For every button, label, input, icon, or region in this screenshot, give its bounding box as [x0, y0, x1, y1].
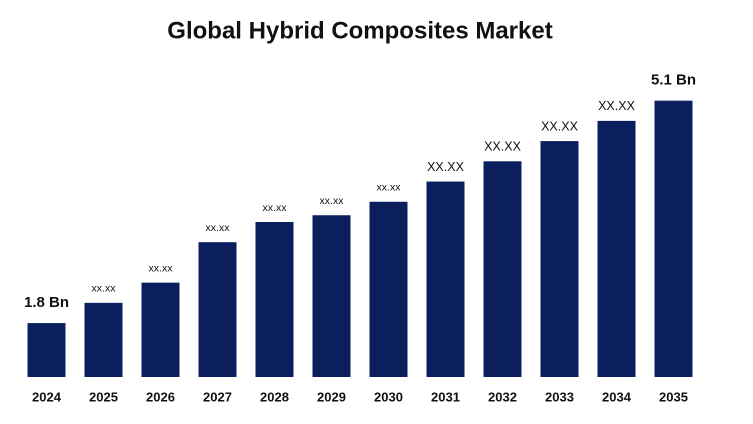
bar — [369, 201, 408, 377]
value-label: XX.XX — [541, 119, 578, 133]
chart-title: Global Hybrid Composites Market — [167, 17, 552, 44]
value-label: 1.8 Bn — [24, 294, 69, 311]
x-tick-label: 2029 — [317, 389, 346, 404]
x-tick-label: 2033 — [545, 389, 574, 404]
x-tick-label: 2031 — [431, 389, 460, 404]
value-label: xx.xx — [149, 262, 174, 274]
x-tick-label: 2035 — [659, 389, 688, 404]
bar — [597, 120, 636, 377]
x-tick-label: 2030 — [374, 389, 403, 404]
bar — [540, 141, 579, 377]
x-tick-label: 2026 — [146, 389, 175, 404]
value-label: XX.XX — [427, 160, 464, 174]
bar — [27, 323, 66, 377]
value-label: xx.xx — [263, 202, 288, 214]
x-tick-label: 2024 — [32, 389, 62, 404]
value-label: xx.xx — [377, 182, 402, 194]
bar — [483, 161, 522, 377]
x-tick-label: 2028 — [260, 389, 289, 404]
value-label: 5.1 Bn — [651, 72, 696, 89]
x-tick-label: 2027 — [203, 389, 232, 404]
value-label: xx.xx — [92, 283, 117, 295]
value-label: XX.XX — [484, 140, 521, 154]
x-tick-label: 2025 — [89, 389, 118, 404]
bar — [312, 215, 351, 377]
bar — [141, 282, 180, 377]
bar — [198, 242, 237, 377]
value-label: xx.xx — [320, 195, 345, 207]
x-tick-label: 2032 — [488, 389, 517, 404]
bar — [654, 100, 693, 377]
x-tick-label: 2034 — [602, 389, 632, 404]
bar — [84, 302, 123, 377]
bar — [255, 221, 294, 377]
value-label: xx.xx — [206, 222, 231, 234]
bar — [426, 181, 465, 377]
value-label: XX.XX — [598, 99, 635, 113]
